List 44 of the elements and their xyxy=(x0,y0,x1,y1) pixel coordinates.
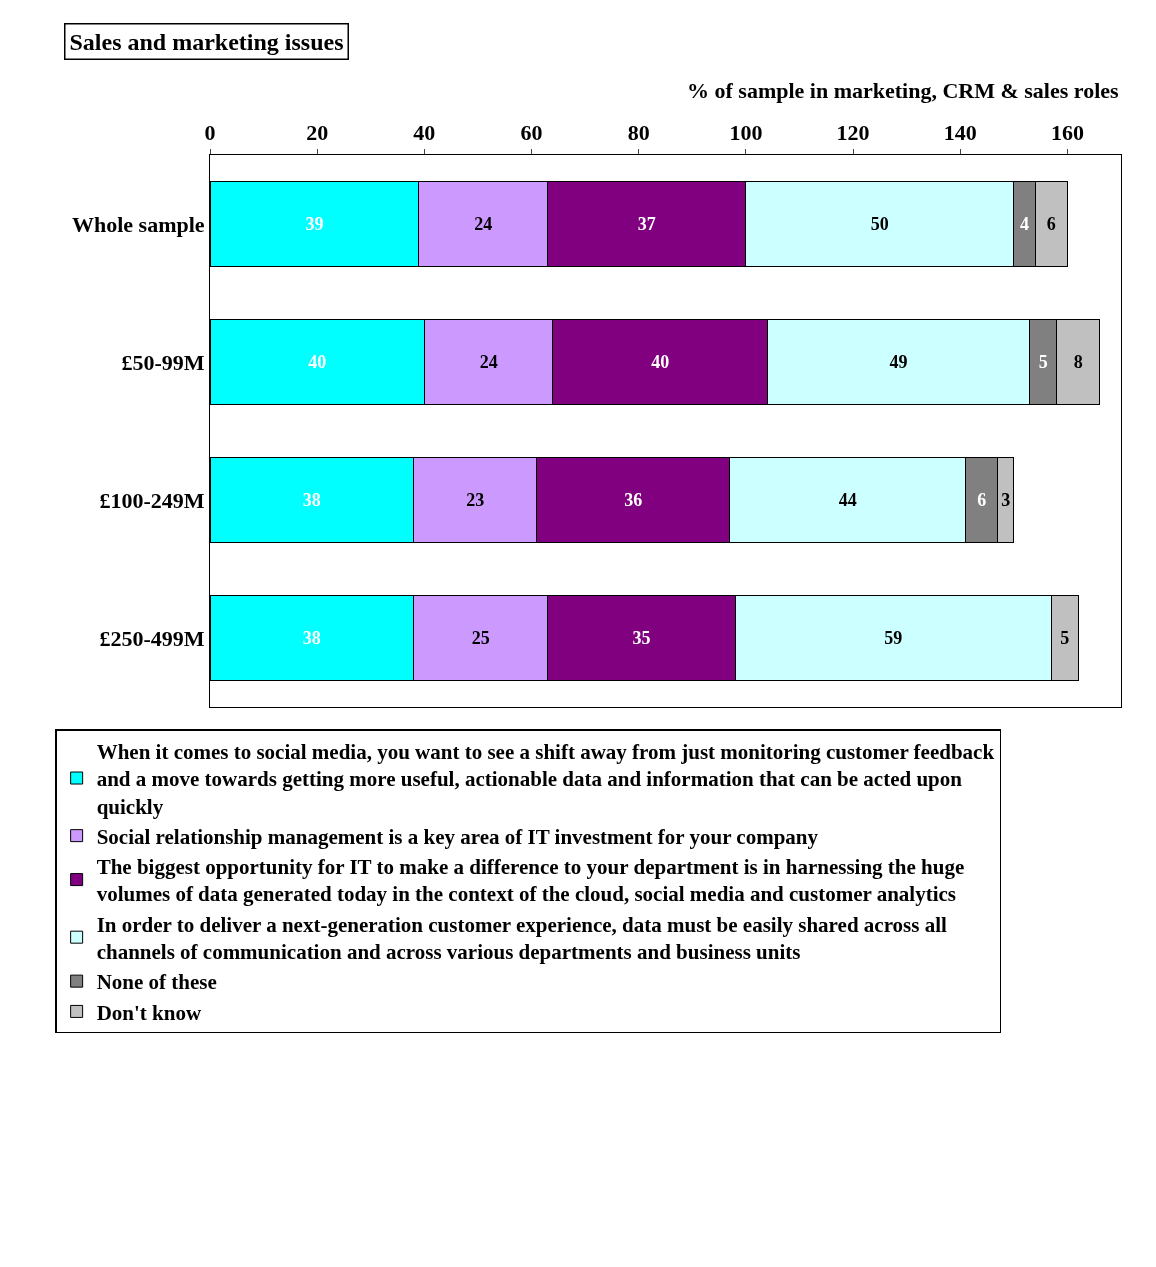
data-label: 59 xyxy=(884,628,903,648)
data-label: 6 xyxy=(1046,214,1056,234)
data-label: 38 xyxy=(302,628,321,648)
data-label: 40 xyxy=(308,352,327,372)
data-label: 4 xyxy=(1020,214,1030,234)
data-label: 40 xyxy=(651,352,670,372)
x-tick-label: 0 xyxy=(204,120,216,146)
legend-label: Social relationship management is a key area of IT investment for your company xyxy=(96,824,819,849)
y-tick-label: £50-99M xyxy=(121,349,205,375)
data-label: 44 xyxy=(838,490,857,510)
data-label: 24 xyxy=(474,214,493,234)
data-label: 36 xyxy=(624,490,643,510)
data-label: 6 xyxy=(977,490,987,510)
y-tick-label: Whole sample xyxy=(71,211,205,237)
data-label: 5 xyxy=(1038,352,1048,372)
data-label: 49 xyxy=(889,352,908,372)
data-label: 3 xyxy=(1001,490,1011,510)
x-tick-label: 60 xyxy=(520,120,543,146)
legend-label: In order to deliver a next-generation customer experience, data must be easily shared across all channels of communication and across various departments and business units xyxy=(96,912,947,965)
legend-label: Don't know xyxy=(96,1000,202,1025)
x-tick-label: 100 xyxy=(729,120,763,146)
data-label: 8 xyxy=(1073,352,1083,372)
legend-label: When it comes to social media, you want to see a shift away from just monitoring customer feedback and a move towards getting more useful, actionable data and information that can be acted upon quickly xyxy=(96,739,995,819)
x-tick-label: 160 xyxy=(1050,120,1084,146)
x-tick-label: 140 xyxy=(943,120,977,146)
x-tick-label: 40 xyxy=(413,120,436,146)
data-label: 25 xyxy=(471,628,490,648)
data-label: 35 xyxy=(632,628,651,648)
x-tick-label: 20 xyxy=(306,120,329,146)
data-label: 38 xyxy=(302,490,321,510)
x-tick-label: 120 xyxy=(836,120,870,146)
legend-label: The biggest opportunity for IT to make a difference to your department is in harnessing the huge volumes of data generated today in the context of the cloud, social media and customer analytics xyxy=(96,855,965,907)
data-label: 39 xyxy=(305,214,324,234)
data-label: 37 xyxy=(637,214,656,234)
x-tick-label: 80 xyxy=(627,120,650,146)
y-tick-label: £250-499M xyxy=(99,625,205,651)
y-tick-label: £100-249M xyxy=(99,487,205,513)
x-axis-title: % of sample in marketing, CRM & sales roles xyxy=(687,78,1120,103)
data-label: 50 xyxy=(870,214,889,234)
data-label: 23 xyxy=(466,490,485,510)
chart-title: Sales and marketing issues xyxy=(69,28,344,55)
legend-label: None of these xyxy=(96,970,217,995)
data-label: 5 xyxy=(1060,628,1070,648)
data-label: 24 xyxy=(479,352,498,372)
